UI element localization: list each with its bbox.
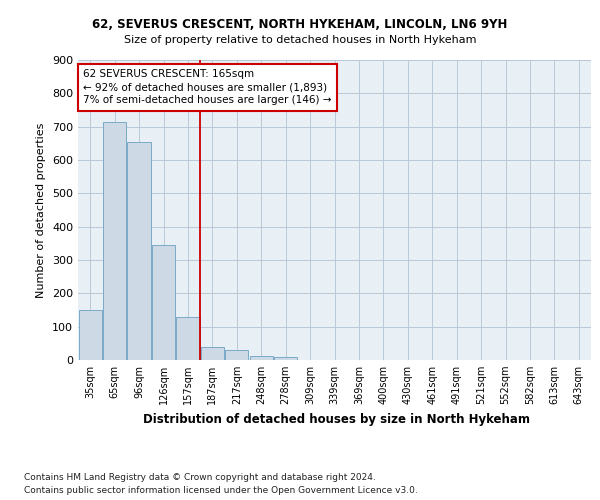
- Text: 62, SEVERUS CRESCENT, NORTH HYKEHAM, LINCOLN, LN6 9YH: 62, SEVERUS CRESCENT, NORTH HYKEHAM, LIN…: [92, 18, 508, 30]
- Bar: [152, 245, 175, 360]
- Bar: [103, 122, 126, 360]
- Bar: [176, 316, 200, 360]
- Bar: [274, 356, 297, 360]
- Text: Distribution of detached houses by size in North Hykeham: Distribution of detached houses by size …: [143, 412, 530, 426]
- Text: Contains HM Land Registry data © Crown copyright and database right 2024.: Contains HM Land Registry data © Crown c…: [24, 472, 376, 482]
- Bar: [250, 356, 273, 360]
- Bar: [225, 350, 248, 360]
- Bar: [79, 310, 102, 360]
- Bar: [127, 142, 151, 360]
- Text: 62 SEVERUS CRESCENT: 165sqm
← 92% of detached houses are smaller (1,893)
7% of s: 62 SEVERUS CRESCENT: 165sqm ← 92% of det…: [83, 69, 332, 106]
- Bar: [201, 346, 224, 360]
- Y-axis label: Number of detached properties: Number of detached properties: [37, 122, 46, 298]
- Text: Size of property relative to detached houses in North Hykeham: Size of property relative to detached ho…: [124, 35, 476, 45]
- Text: Contains public sector information licensed under the Open Government Licence v3: Contains public sector information licen…: [24, 486, 418, 495]
